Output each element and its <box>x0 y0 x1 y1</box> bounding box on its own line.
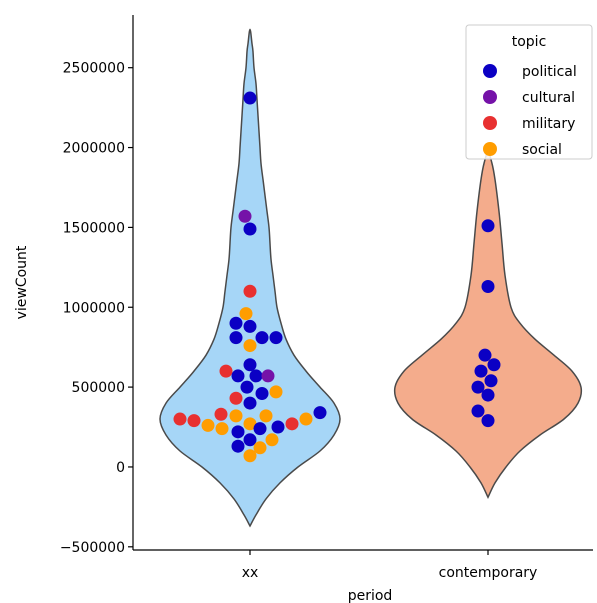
violin-contemporary <box>393 151 583 499</box>
point-political <box>243 91 257 105</box>
point-military <box>214 407 228 421</box>
point-cultural <box>238 209 252 223</box>
point-political <box>471 380 485 394</box>
point-political <box>478 348 492 362</box>
legend-title: topic <box>512 34 547 50</box>
x-axis-title: period <box>348 588 393 603</box>
point-military <box>219 364 233 378</box>
legend-label-military: military <box>522 116 575 132</box>
point-political <box>471 404 485 418</box>
point-social <box>253 441 267 455</box>
point-political <box>313 406 327 420</box>
legend-entries: political cultural military social <box>483 64 577 158</box>
y-tick-label: 0 <box>116 460 125 476</box>
point-cultural <box>261 369 275 383</box>
legend-label-political: political <box>522 64 577 80</box>
x-ticks: xx contemporary <box>242 550 538 581</box>
violins-layer <box>159 28 583 528</box>
point-political <box>243 396 257 410</box>
point-social <box>243 449 257 463</box>
point-political <box>484 374 498 388</box>
y-axis-title: viewCount <box>14 245 30 319</box>
point-political <box>481 388 495 402</box>
point-social <box>229 409 243 423</box>
x-tick-label: xx <box>242 565 259 581</box>
point-social <box>259 409 273 423</box>
legend-label-social: social <box>522 142 562 158</box>
point-political <box>255 331 269 345</box>
legend: topic political cultural military social <box>465 24 593 160</box>
point-political <box>269 331 283 345</box>
point-political <box>481 219 495 233</box>
x-tick-label: contemporary <box>439 565 538 581</box>
point-social <box>243 417 257 431</box>
point-social <box>215 422 229 436</box>
point-political <box>240 380 254 394</box>
point-political <box>243 222 257 236</box>
legend-label-cultural: cultural <box>522 90 575 106</box>
axes: −500000 0 500000 1000000 1500000 2000000 25000… <box>14 15 593 603</box>
point-military <box>187 414 201 428</box>
y-ticks: −500000 0 500000 1000000 1500000 2000000 25000… <box>60 61 133 556</box>
point-political <box>249 369 263 383</box>
y-tick-label: 2500000 <box>63 61 125 77</box>
legend-marker-social <box>483 142 497 156</box>
y-tick-label: 1500000 <box>63 220 125 236</box>
point-military <box>173 412 187 426</box>
point-military <box>243 284 257 298</box>
y-tick-label: 2000000 <box>63 141 125 157</box>
point-social <box>239 307 253 321</box>
y-tick-label: 500000 <box>72 380 125 396</box>
point-political <box>229 316 243 330</box>
point-military <box>229 391 243 405</box>
point-political <box>253 422 267 436</box>
y-tick-label: 1000000 <box>63 300 125 316</box>
point-military <box>285 417 299 431</box>
legend-marker-cultural <box>483 90 497 104</box>
point-social <box>243 339 257 353</box>
point-political <box>231 439 245 453</box>
legend-box <box>465 24 593 160</box>
y-tick-label: −500000 <box>60 540 125 556</box>
legend-marker-military <box>483 116 497 130</box>
point-political <box>487 358 501 372</box>
point-political <box>231 425 245 439</box>
point-social <box>269 385 283 399</box>
point-political <box>481 414 495 428</box>
point-political <box>229 331 243 345</box>
violin-xx <box>159 28 341 528</box>
point-political <box>243 358 257 372</box>
point-social <box>265 433 279 447</box>
legend-marker-political <box>483 64 497 78</box>
point-political <box>255 386 269 400</box>
point-political <box>271 420 285 434</box>
point-social <box>299 412 313 426</box>
point-political <box>481 279 495 293</box>
point-political <box>243 319 257 333</box>
point-political <box>231 369 245 383</box>
point-social <box>201 418 215 432</box>
point-political <box>243 433 257 447</box>
point-political <box>474 364 488 378</box>
swarm-points-layer <box>173 91 501 463</box>
